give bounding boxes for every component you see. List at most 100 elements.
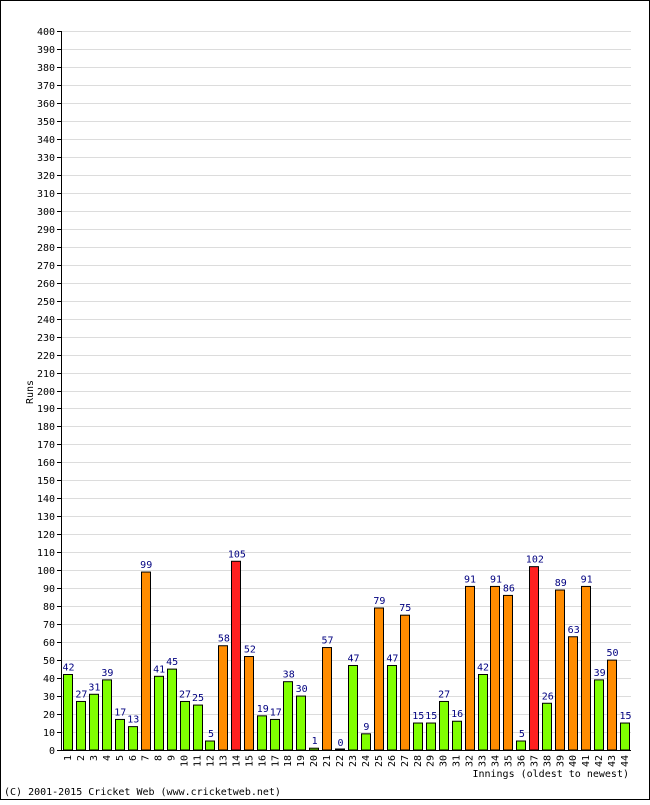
bar <box>257 715 267 751</box>
value-label: 15 <box>425 711 437 722</box>
x-tick-label: 35 <box>503 755 514 767</box>
x-tick-label: 17 <box>270 755 281 767</box>
y-tick-label: 10 <box>43 728 55 739</box>
y-tick-label: 360 <box>37 99 55 110</box>
x-tick-label: 36 <box>516 755 527 767</box>
y-tick-label: 130 <box>37 512 55 523</box>
bar <box>154 675 164 751</box>
bar <box>141 571 151 751</box>
x-tick-label: 26 <box>387 755 398 767</box>
value-label: 42 <box>477 663 489 674</box>
value-label: 58 <box>218 634 230 645</box>
bar <box>452 720 462 751</box>
x-tick-label: 42 <box>594 755 605 767</box>
x-tick-label: 3 <box>89 755 100 761</box>
y-tick-label: 320 <box>37 171 55 182</box>
bar <box>361 733 371 751</box>
value-label: 31 <box>88 682 100 693</box>
x-tick-label: 19 <box>296 755 307 767</box>
x-tick-label: 31 <box>452 755 463 767</box>
x-tick-label: 2 <box>76 755 87 761</box>
bar <box>465 585 475 751</box>
x-tick-label: 41 <box>581 755 592 767</box>
y-tick-label: 260 <box>37 279 55 290</box>
bar <box>426 722 436 751</box>
y-axis-label: Runs <box>25 380 36 404</box>
y-tick-label: 60 <box>43 638 55 649</box>
y-tick-label: 110 <box>37 548 55 559</box>
bar <box>620 722 630 751</box>
y-tick-label: 50 <box>43 656 55 667</box>
bar <box>348 665 358 751</box>
x-tick-label: 34 <box>490 755 501 767</box>
bar <box>322 647 332 751</box>
value-label: 79 <box>373 596 385 607</box>
y-tick-label: 240 <box>37 315 55 326</box>
x-tick-label: 10 <box>180 755 191 767</box>
x-tick-label: 43 <box>607 755 618 767</box>
y-tick-label: 310 <box>37 189 55 200</box>
value-label: 25 <box>192 693 204 704</box>
x-tick-label: 16 <box>257 755 268 767</box>
x-tick-labels: 1 2 3 4 5 6 7 8 9 10 11 12 13 14 15 16 17 18 19 20 21 22 23 24 2… <box>63 755 631 767</box>
value-label: 102 <box>526 555 544 566</box>
value-label: 91 <box>490 574 502 585</box>
bar <box>180 700 190 751</box>
x-tick-label: 22 <box>335 755 346 767</box>
y-tick-label: 390 <box>37 45 55 56</box>
bar <box>568 636 578 751</box>
copyright-footer: (C) 2001-2015 Cricket Web (www.cricketwe… <box>4 787 281 798</box>
value-label: 5 <box>519 729 525 740</box>
bar <box>490 585 500 751</box>
value-label: 0 <box>338 738 344 749</box>
value-label: 39 <box>101 668 113 679</box>
x-tick-label: 11 <box>193 755 204 767</box>
bar <box>89 693 99 751</box>
bar <box>76 700 86 751</box>
bar <box>478 674 488 751</box>
value-label: 63 <box>568 625 580 636</box>
x-tick-label: 5 <box>115 755 126 761</box>
y-tick-label: 270 <box>37 261 55 272</box>
x-tick-label: 15 <box>244 755 255 767</box>
y-tick-labels: 0 10 20 30 40 50 60 70 80 90 100 110 120 130 140 150 160… <box>37 27 61 757</box>
bar <box>374 607 384 751</box>
y-tick-label: 170 <box>37 440 55 451</box>
y-tick-label: 230 <box>37 333 55 344</box>
value-label: 30 <box>296 684 308 695</box>
y-tick-label: 190 <box>37 404 55 415</box>
value-label: 16 <box>451 709 463 720</box>
y-tick-label: 290 <box>37 225 55 236</box>
bar <box>400 614 410 751</box>
bar <box>335 748 345 751</box>
bar <box>439 700 449 751</box>
bar <box>115 718 125 751</box>
value-label: 27 <box>438 689 450 700</box>
x-tick-label: 9 <box>167 755 178 761</box>
x-tick-label: 38 <box>542 755 553 767</box>
y-tick-label: 400 <box>37 27 55 38</box>
value-label: 52 <box>244 645 256 656</box>
x-tick-label: 27 <box>400 755 411 767</box>
y-tick-label: 120 <box>37 530 55 541</box>
y-tick-label: 140 <box>37 494 55 505</box>
bar <box>516 740 526 751</box>
x-tick-label: 44 <box>620 755 631 767</box>
value-label: 89 <box>555 578 567 589</box>
y-tick-label: 80 <box>43 602 55 613</box>
bar <box>270 718 280 751</box>
value-label: 105 <box>228 549 246 560</box>
bar <box>63 674 73 751</box>
x-tick-label: 7 <box>141 755 152 761</box>
y-tick-label: 210 <box>37 369 55 380</box>
value-label: 15 <box>619 711 631 722</box>
bar <box>581 585 591 751</box>
x-tick-label: 1 <box>63 755 74 761</box>
x-tick-label: 40 <box>568 755 579 767</box>
x-tick-label: 29 <box>426 755 437 767</box>
bars <box>63 560 630 751</box>
x-tick-label: 37 <box>529 755 540 767</box>
value-label: 38 <box>283 670 295 681</box>
y-tick-label: 380 <box>37 63 55 74</box>
value-label: 47 <box>347 654 359 665</box>
